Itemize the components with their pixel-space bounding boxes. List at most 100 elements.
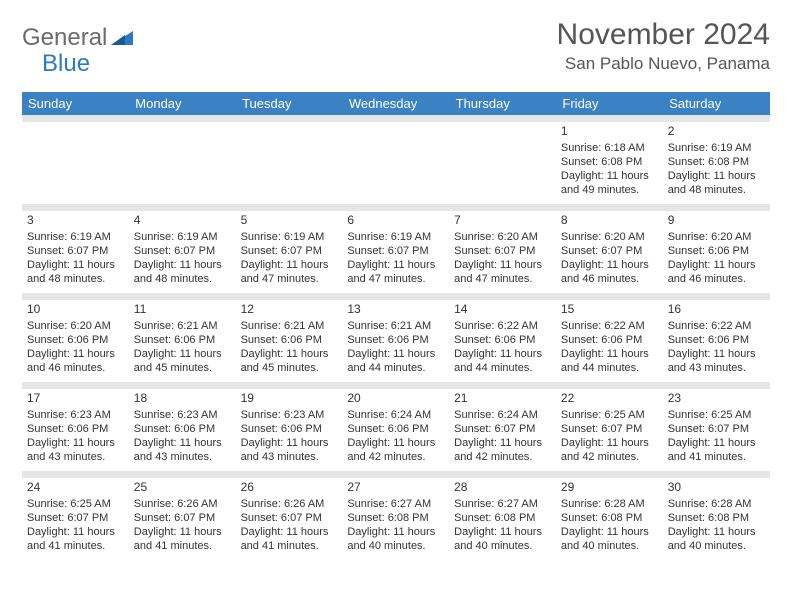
day-number: 27 bbox=[347, 480, 444, 496]
sunrise-text: Sunrise: 6:20 AM bbox=[668, 230, 765, 244]
day-number: 29 bbox=[561, 480, 658, 496]
sunrise-text: Sunrise: 6:19 AM bbox=[668, 141, 765, 155]
day-header: Thursday bbox=[449, 92, 556, 115]
sunset-text: Sunset: 6:07 PM bbox=[134, 511, 231, 525]
day-cell: 13Sunrise: 6:21 AMSunset: 6:06 PMDayligh… bbox=[342, 300, 449, 382]
sunrise-text: Sunrise: 6:23 AM bbox=[27, 408, 124, 422]
sunrise-text: Sunrise: 6:25 AM bbox=[27, 497, 124, 511]
week-spacer bbox=[22, 204, 770, 211]
day-cell bbox=[449, 122, 556, 204]
day-cell: 2Sunrise: 6:19 AMSunset: 6:08 PMDaylight… bbox=[663, 122, 770, 204]
daylight-text: Daylight: 11 hours and 46 minutes. bbox=[561, 258, 658, 287]
sunset-text: Sunset: 6:06 PM bbox=[668, 244, 765, 258]
day-cell: 18Sunrise: 6:23 AMSunset: 6:06 PMDayligh… bbox=[129, 389, 236, 471]
day-number: 30 bbox=[668, 480, 765, 496]
sunset-text: Sunset: 6:07 PM bbox=[134, 244, 231, 258]
day-number: 15 bbox=[561, 302, 658, 318]
sunrise-text: Sunrise: 6:19 AM bbox=[347, 230, 444, 244]
sunset-text: Sunset: 6:07 PM bbox=[241, 511, 338, 525]
sunrise-text: Sunrise: 6:20 AM bbox=[561, 230, 658, 244]
daylight-text: Daylight: 11 hours and 40 minutes. bbox=[454, 525, 551, 554]
day-number: 1 bbox=[561, 124, 658, 140]
daylight-text: Daylight: 11 hours and 48 minutes. bbox=[27, 258, 124, 287]
day-cell: 10Sunrise: 6:20 AMSunset: 6:06 PMDayligh… bbox=[22, 300, 129, 382]
sunset-text: Sunset: 6:07 PM bbox=[454, 422, 551, 436]
sunset-text: Sunset: 6:08 PM bbox=[561, 155, 658, 169]
day-cell: 22Sunrise: 6:25 AMSunset: 6:07 PMDayligh… bbox=[556, 389, 663, 471]
sunrise-text: Sunrise: 6:23 AM bbox=[241, 408, 338, 422]
day-header: Monday bbox=[129, 92, 236, 115]
day-cell: 12Sunrise: 6:21 AMSunset: 6:06 PMDayligh… bbox=[236, 300, 343, 382]
day-number: 26 bbox=[241, 480, 338, 496]
sunset-text: Sunset: 6:07 PM bbox=[27, 511, 124, 525]
daylight-text: Daylight: 11 hours and 43 minutes. bbox=[668, 347, 765, 376]
week-row: 10Sunrise: 6:20 AMSunset: 6:06 PMDayligh… bbox=[22, 300, 770, 382]
sunset-text: Sunset: 6:08 PM bbox=[347, 511, 444, 525]
sunset-text: Sunset: 6:06 PM bbox=[27, 422, 124, 436]
daylight-text: Daylight: 11 hours and 48 minutes. bbox=[668, 169, 765, 198]
day-cell: 20Sunrise: 6:24 AMSunset: 6:06 PMDayligh… bbox=[342, 389, 449, 471]
week-spacer bbox=[22, 471, 770, 478]
day-cell: 29Sunrise: 6:28 AMSunset: 6:08 PMDayligh… bbox=[556, 478, 663, 560]
sunset-text: Sunset: 6:07 PM bbox=[561, 422, 658, 436]
day-cell: 14Sunrise: 6:22 AMSunset: 6:06 PMDayligh… bbox=[449, 300, 556, 382]
day-header: Tuesday bbox=[236, 92, 343, 115]
sunrise-text: Sunrise: 6:24 AM bbox=[347, 408, 444, 422]
daylight-text: Daylight: 11 hours and 47 minutes. bbox=[241, 258, 338, 287]
week-spacer bbox=[22, 115, 770, 122]
day-cell bbox=[22, 122, 129, 204]
sunset-text: Sunset: 6:06 PM bbox=[347, 333, 444, 347]
day-number: 19 bbox=[241, 391, 338, 407]
day-cell: 28Sunrise: 6:27 AMSunset: 6:08 PMDayligh… bbox=[449, 478, 556, 560]
title-block: November 2024 San Pablo Nuevo, Panama bbox=[557, 18, 770, 74]
day-cell: 6Sunrise: 6:19 AMSunset: 6:07 PMDaylight… bbox=[342, 211, 449, 293]
day-cell: 8Sunrise: 6:20 AMSunset: 6:07 PMDaylight… bbox=[556, 211, 663, 293]
week-row: 17Sunrise: 6:23 AMSunset: 6:06 PMDayligh… bbox=[22, 389, 770, 471]
sunset-text: Sunset: 6:07 PM bbox=[241, 244, 338, 258]
daylight-text: Daylight: 11 hours and 41 minutes. bbox=[27, 525, 124, 554]
daylight-text: Daylight: 11 hours and 41 minutes. bbox=[241, 525, 338, 554]
day-cell: 16Sunrise: 6:22 AMSunset: 6:06 PMDayligh… bbox=[663, 300, 770, 382]
sunrise-text: Sunrise: 6:19 AM bbox=[241, 230, 338, 244]
day-header-row: Sunday Monday Tuesday Wednesday Thursday… bbox=[22, 92, 770, 115]
daylight-text: Daylight: 11 hours and 43 minutes. bbox=[27, 436, 124, 465]
day-number: 14 bbox=[454, 302, 551, 318]
sunset-text: Sunset: 6:06 PM bbox=[347, 422, 444, 436]
daylight-text: Daylight: 11 hours and 42 minutes. bbox=[454, 436, 551, 465]
week-spacer bbox=[22, 293, 770, 300]
day-header: Wednesday bbox=[342, 92, 449, 115]
day-number: 22 bbox=[561, 391, 658, 407]
daylight-text: Daylight: 11 hours and 48 minutes. bbox=[134, 258, 231, 287]
week-row: 1Sunrise: 6:18 AMSunset: 6:08 PMDaylight… bbox=[22, 122, 770, 204]
sunset-text: Sunset: 6:08 PM bbox=[668, 155, 765, 169]
day-number: 6 bbox=[347, 213, 444, 229]
day-cell: 7Sunrise: 6:20 AMSunset: 6:07 PMDaylight… bbox=[449, 211, 556, 293]
logo-triangle-icon bbox=[111, 24, 133, 52]
daylight-text: Daylight: 11 hours and 42 minutes. bbox=[561, 436, 658, 465]
day-number: 24 bbox=[27, 480, 124, 496]
day-number: 23 bbox=[668, 391, 765, 407]
calendar-table: Sunday Monday Tuesday Wednesday Thursday… bbox=[22, 92, 770, 560]
sunrise-text: Sunrise: 6:22 AM bbox=[454, 319, 551, 333]
sunrise-text: Sunrise: 6:20 AM bbox=[454, 230, 551, 244]
sunset-text: Sunset: 6:07 PM bbox=[668, 422, 765, 436]
daylight-text: Daylight: 11 hours and 44 minutes. bbox=[454, 347, 551, 376]
sunrise-text: Sunrise: 6:28 AM bbox=[668, 497, 765, 511]
sunset-text: Sunset: 6:08 PM bbox=[454, 511, 551, 525]
day-header: Sunday bbox=[22, 92, 129, 115]
sunset-text: Sunset: 6:06 PM bbox=[241, 422, 338, 436]
day-number: 8 bbox=[561, 213, 658, 229]
week-row: 24Sunrise: 6:25 AMSunset: 6:07 PMDayligh… bbox=[22, 478, 770, 560]
day-cell: 15Sunrise: 6:22 AMSunset: 6:06 PMDayligh… bbox=[556, 300, 663, 382]
day-number: 25 bbox=[134, 480, 231, 496]
daylight-text: Daylight: 11 hours and 40 minutes. bbox=[561, 525, 658, 554]
week-row: 3Sunrise: 6:19 AMSunset: 6:07 PMDaylight… bbox=[22, 211, 770, 293]
daylight-text: Daylight: 11 hours and 44 minutes. bbox=[347, 347, 444, 376]
day-cell: 30Sunrise: 6:28 AMSunset: 6:08 PMDayligh… bbox=[663, 478, 770, 560]
sunset-text: Sunset: 6:08 PM bbox=[561, 511, 658, 525]
daylight-text: Daylight: 11 hours and 47 minutes. bbox=[454, 258, 551, 287]
day-number: 13 bbox=[347, 302, 444, 318]
day-number: 10 bbox=[27, 302, 124, 318]
daylight-text: Daylight: 11 hours and 42 minutes. bbox=[347, 436, 444, 465]
sunrise-text: Sunrise: 6:28 AM bbox=[561, 497, 658, 511]
